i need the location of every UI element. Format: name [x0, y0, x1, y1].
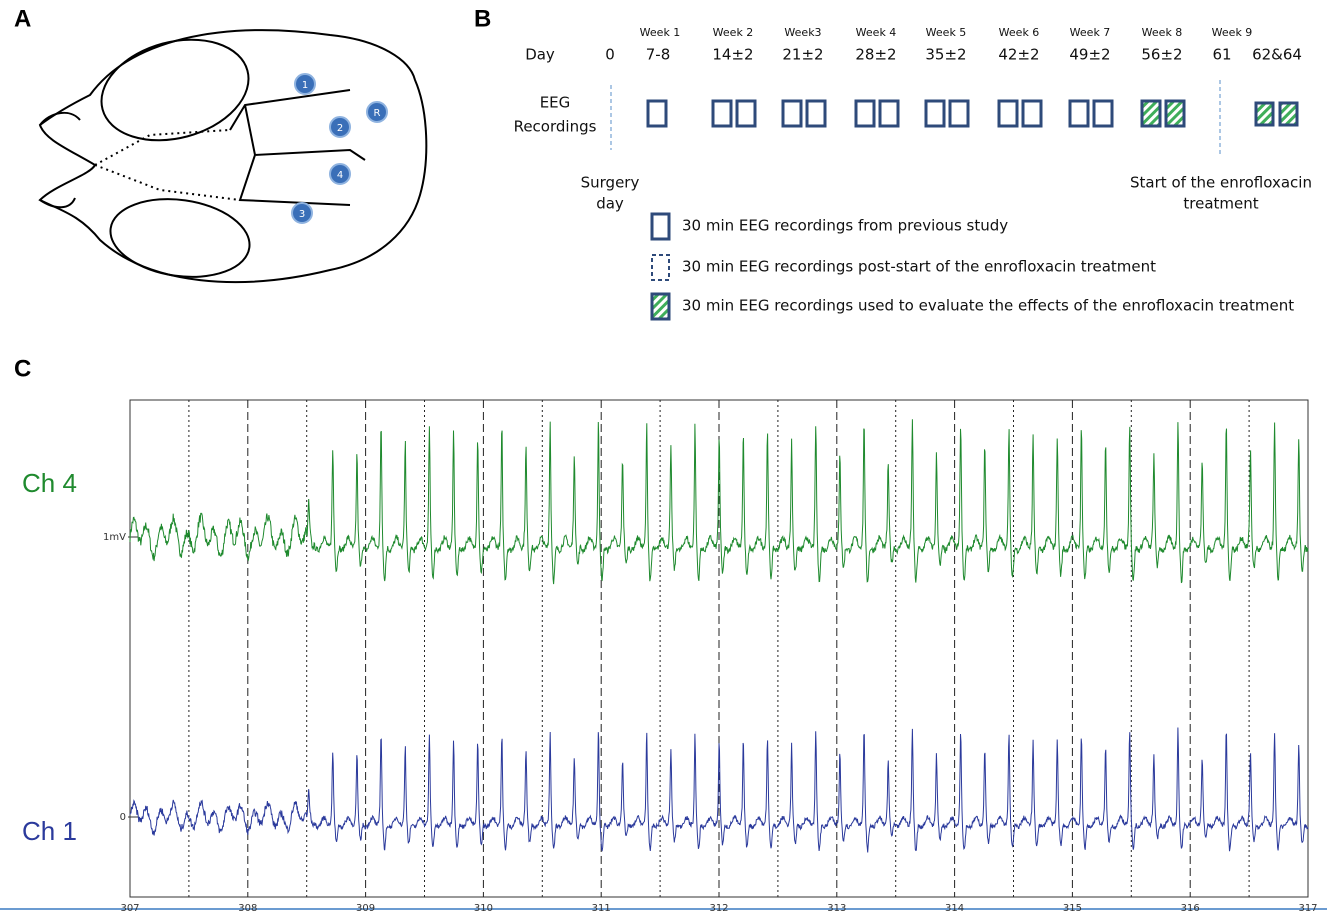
electrode — [329, 116, 351, 138]
recording-box — [1140, 99, 1162, 128]
skull-drawing — [38, 29, 428, 284]
scale-label: 0 — [120, 812, 126, 823]
x-tick-label: 309 — [356, 903, 375, 912]
week-label: Week 8 — [1142, 26, 1183, 39]
recording-box — [924, 99, 946, 128]
day-value: 62&64 — [1252, 46, 1302, 64]
recording-box — [1021, 99, 1043, 128]
panel-label: A — [14, 5, 31, 32]
week-label: Week 6 — [999, 26, 1040, 39]
scale-label: 1mV — [103, 532, 126, 543]
recording-box — [781, 99, 803, 128]
eeg-label: EEG — [540, 94, 571, 112]
recording-box — [735, 99, 757, 128]
surgery-label: day — [596, 195, 624, 213]
surgery-label: Surgery — [581, 174, 640, 192]
recording-box — [1092, 99, 1114, 128]
electrode — [294, 73, 316, 95]
x-tick-label: 315 — [1063, 903, 1082, 912]
x-tick-label: 310 — [474, 903, 493, 912]
eeg-trace — [129, 727, 1309, 853]
recording-box — [650, 292, 671, 321]
week-label: Week 4 — [856, 26, 897, 39]
x-tick-label: 307 — [120, 903, 139, 912]
week-label: Week 1 — [640, 26, 681, 39]
recording-box — [1278, 101, 1299, 127]
electrode — [329, 163, 351, 185]
week-label: Week 7 — [1070, 26, 1111, 39]
recording-box — [878, 99, 900, 128]
recording-box — [948, 99, 970, 128]
recording-box — [805, 99, 827, 128]
eeg-label: Recordings — [514, 118, 597, 136]
recording-box — [650, 212, 671, 241]
x-tick-label: 314 — [945, 903, 964, 912]
x-tick-label: 316 — [1181, 903, 1200, 912]
electrode-label: 3 — [299, 209, 305, 220]
electrode-label: 1 — [302, 80, 308, 91]
day-label: Day — [525, 46, 555, 64]
day-value: 28±2 — [855, 46, 896, 64]
x-tick-label: 308 — [238, 903, 257, 912]
week-label: Week 2 — [713, 26, 754, 39]
day-value: 56±2 — [1141, 46, 1182, 64]
day-value: 42±2 — [998, 46, 1039, 64]
electrode — [291, 202, 313, 224]
recording-box — [1164, 99, 1186, 128]
recording-box — [997, 99, 1019, 128]
eeg-trace — [129, 419, 1309, 585]
day-value: 0 — [605, 46, 615, 64]
day-value: 49±2 — [1069, 46, 1110, 64]
recording-box — [1254, 101, 1275, 127]
day-value: 21±2 — [782, 46, 823, 64]
channel-label: Ch 4 — [22, 468, 77, 498]
electrode-label: 2 — [337, 123, 343, 134]
week-label: Week3 — [784, 26, 821, 39]
recording-box — [711, 99, 733, 128]
treatment-label: Start of the enrofloxacin — [1130, 174, 1312, 192]
day-value: 7-8 — [646, 46, 671, 64]
panel-label: B — [474, 5, 491, 32]
recording-box — [646, 99, 668, 128]
legend-text: 30 min EEG recordings used to evaluate t… — [682, 297, 1294, 315]
channel-label: Ch 1 — [22, 816, 77, 846]
legend-text: 30 min EEG recordings from previous stud… — [682, 217, 1008, 235]
panel-label: C — [14, 355, 31, 382]
electrode-label: R — [374, 108, 381, 119]
legend-text: 30 min EEG recordings post-start of the … — [682, 258, 1156, 276]
x-tick-label: 312 — [709, 903, 728, 912]
electrode-label: 4 — [337, 170, 343, 181]
week-label: Week 5 — [926, 26, 967, 39]
recording-box — [651, 254, 670, 281]
treatment-label: treatment — [1183, 195, 1258, 213]
electrode — [366, 101, 388, 123]
x-tick-label: 317 — [1298, 903, 1317, 912]
day-value: 61 — [1212, 46, 1231, 64]
week-label: Week 9 — [1212, 26, 1253, 39]
recording-box — [1068, 99, 1090, 128]
x-tick-label: 313 — [827, 903, 846, 912]
day-value: 35±2 — [925, 46, 966, 64]
day-value: 14±2 — [712, 46, 753, 64]
x-tick-label: 311 — [592, 903, 611, 912]
recording-box — [854, 99, 876, 128]
